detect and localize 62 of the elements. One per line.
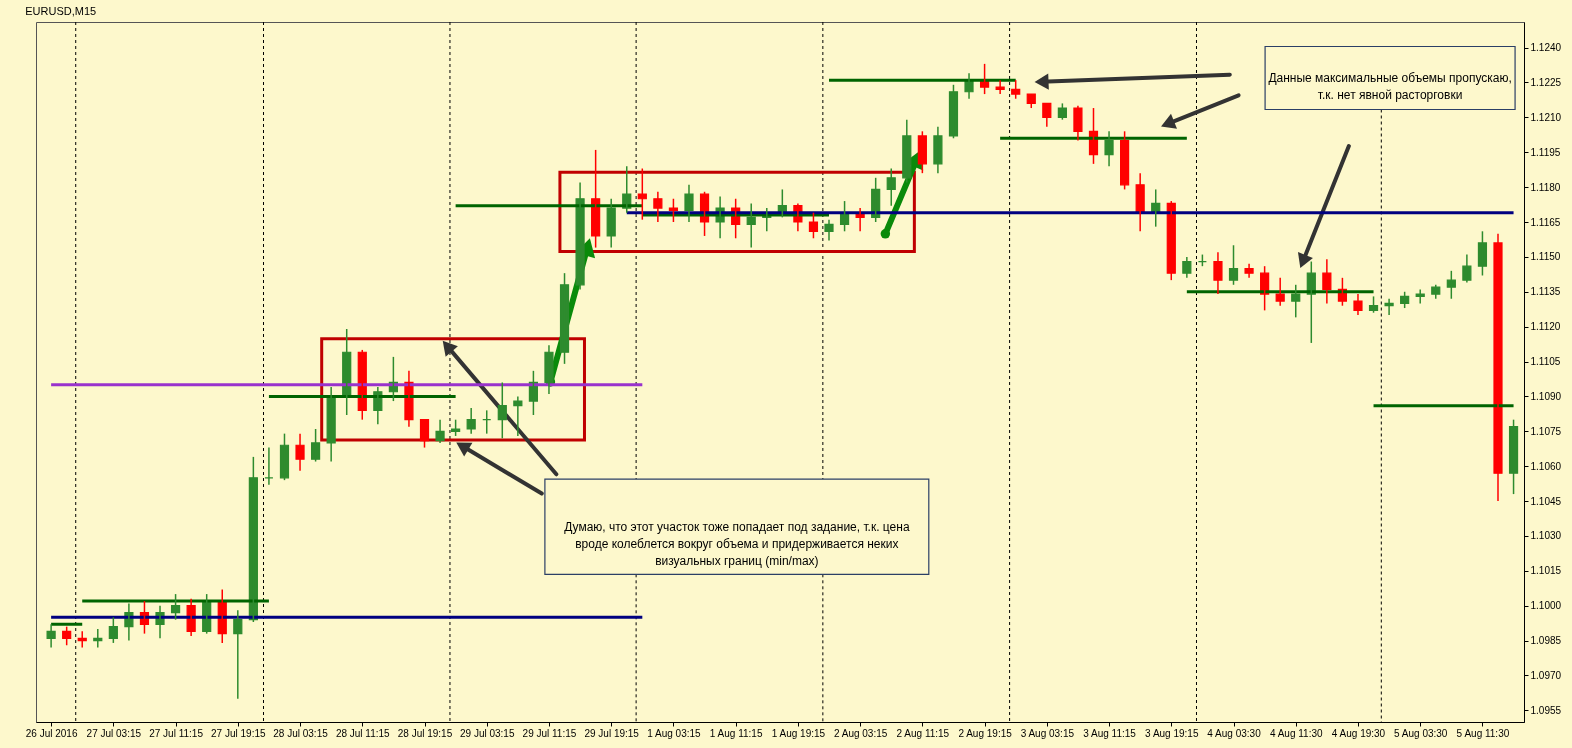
y-tick-label: 1.1060 — [1530, 460, 1562, 472]
y-tick-label: 1.1045 — [1530, 495, 1562, 507]
y-tick-label: 1.1075 — [1530, 425, 1562, 437]
x-tick-label: 3 Aug 11:15 — [1083, 727, 1137, 739]
candlestick — [668, 197, 679, 223]
candlestick — [1244, 263, 1254, 279]
x-tick-label: 29 Jul 19:15 — [584, 727, 640, 739]
x-tick-label: 1 Aug 11:15 — [709, 727, 763, 739]
y-tick-label: 1.1150 — [1530, 251, 1561, 263]
candlestick — [933, 125, 943, 174]
candlestick — [1353, 293, 1363, 316]
x-tick-label: 2 Aug 11:15 — [896, 727, 950, 739]
x-tick-label: 26 Jul 2016 — [25, 727, 78, 739]
candlestick — [808, 211, 819, 240]
x-tick-label: 28 Jul 11:15 — [335, 727, 391, 739]
x-tick-label: 3 Aug 03:15 — [1020, 727, 1075, 739]
x-tick-label: 29 Jul 03:15 — [459, 727, 515, 739]
candlestick — [653, 191, 663, 223]
annotation: Думаю, что этот участок тоже попадает под задание, т.к. цена вроде колеблется вокруг объема и придерживается неких визуальных границ (min/max) — [564, 519, 910, 568]
annotation: Данные максимальные объемы пропускаю, т.к. нет явной расторговки — [1268, 71, 1512, 102]
y-tick-label: 1.1030 — [1530, 530, 1562, 542]
y-tick-label: 1.1090 — [1530, 390, 1562, 402]
x-tick-label: 4 Aug 19:30 — [1331, 727, 1386, 739]
candlestick — [995, 79, 1005, 95]
x-tick-label: 4 Aug 03:30 — [1207, 727, 1262, 739]
candlestick — [1011, 79, 1021, 100]
candlestick — [637, 167, 647, 221]
x-tick-label: 4 Aug 11:30 — [1269, 727, 1323, 739]
x-tick-label: 5 Aug 11:30 — [1456, 727, 1510, 739]
y-tick-label: 1.1180 — [1530, 181, 1561, 193]
y-tick-label: 1.1105 — [1530, 356, 1561, 368]
x-tick-label: 2 Aug 19:15 — [958, 727, 1013, 739]
x-tick-label: 27 Jul 19:15 — [211, 727, 266, 739]
x-tick-label: 29 Jul 11:15 — [522, 727, 577, 739]
candlestick — [917, 130, 927, 174]
x-tick-label: 28 Jul 19:15 — [397, 727, 453, 739]
candlestick — [1446, 270, 1456, 300]
y-tick-label: 1.1120 — [1530, 321, 1561, 333]
y-tick-label: 1.1195 — [1530, 146, 1561, 158]
y-tick-label: 1.1015 — [1530, 565, 1562, 577]
y-tick-label: 1.0970 — [1530, 669, 1562, 681]
y-tick-label: 1.0985 — [1530, 635, 1562, 647]
candlestick — [1415, 288, 1425, 305]
x-tick-label: 2 Aug 03:15 — [833, 727, 888, 739]
chart-title: EURUSD,M15 — [25, 4, 97, 17]
x-tick-label: 27 Jul 11:15 — [149, 727, 204, 739]
candlestick — [684, 184, 694, 223]
candlestick — [1291, 284, 1301, 319]
x-tick-label: 1 Aug 03:15 — [647, 727, 702, 739]
y-tick-label: 1.1225 — [1530, 76, 1562, 88]
candlestick — [311, 428, 321, 463]
x-tick-label: 3 Aug 19:15 — [1145, 727, 1199, 739]
y-tick-label: 1.1210 — [1530, 111, 1562, 123]
y-tick-label: 1.1135 — [1530, 286, 1561, 298]
y-tick-label: 1.0955 — [1530, 704, 1562, 716]
x-tick-label: 1 Aug 19:15 — [771, 727, 826, 739]
x-tick-label: 5 Aug 03:30 — [1394, 727, 1448, 739]
y-tick-label: 1.1240 — [1530, 42, 1562, 54]
y-tick-label: 1.1000 — [1530, 600, 1562, 612]
y-tick-label: 1.1165 — [1530, 216, 1561, 228]
x-tick-label: 28 Jul 03:15 — [273, 727, 329, 739]
x-tick-label: 27 Jul 03:15 — [86, 727, 142, 739]
